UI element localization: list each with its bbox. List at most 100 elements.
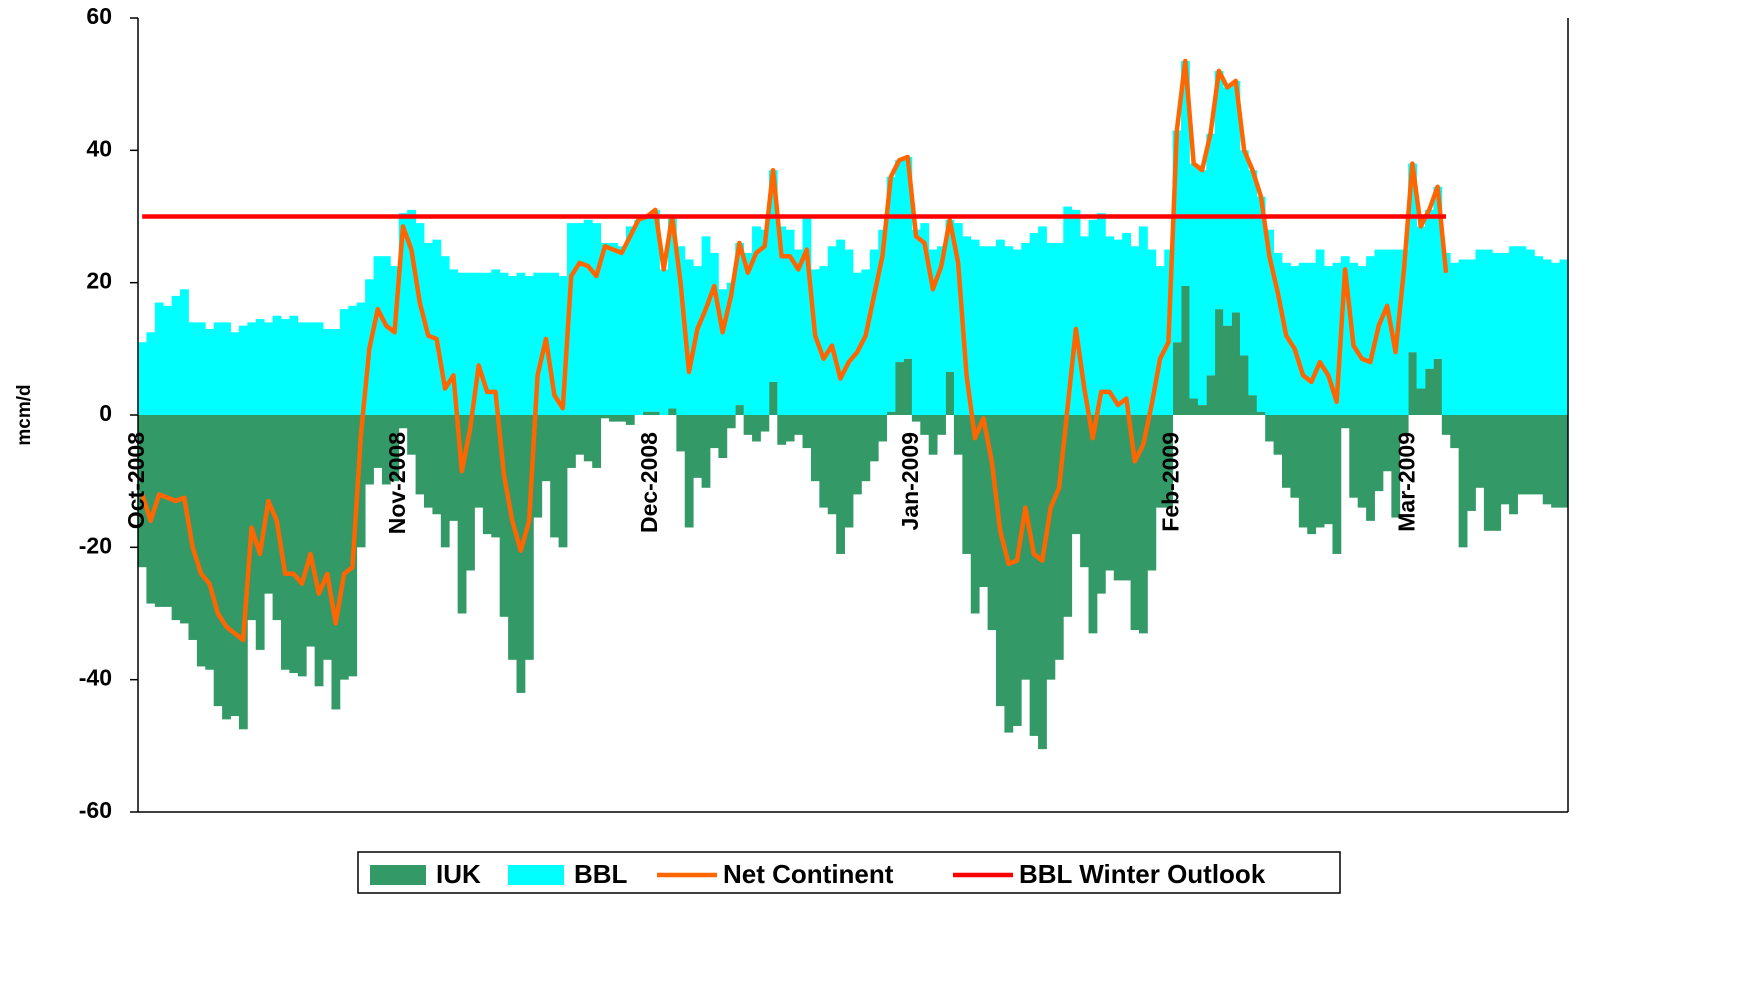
bar — [895, 160, 904, 363]
bar — [1441, 252, 1451, 415]
bar — [878, 415, 888, 442]
bar — [1366, 256, 1375, 415]
bar — [827, 415, 837, 515]
bar — [693, 415, 702, 478]
bar — [1492, 252, 1502, 415]
bar — [794, 415, 803, 435]
lines — [140, 58, 1449, 643]
bar — [381, 256, 391, 415]
bar — [230, 415, 240, 717]
bar — [625, 415, 635, 425]
bar — [1324, 415, 1333, 525]
bar — [1155, 266, 1165, 415]
bar — [1441, 415, 1451, 435]
bar — [1509, 246, 1518, 415]
bar — [1382, 415, 1392, 472]
bar — [247, 322, 257, 415]
bar — [163, 415, 173, 607]
bar — [541, 415, 551, 482]
bar — [264, 322, 273, 415]
bar — [684, 259, 694, 415]
bar — [1265, 415, 1274, 442]
bar — [1315, 415, 1325, 528]
bar — [886, 176, 896, 412]
bar — [836, 415, 845, 554]
bar — [1071, 209, 1081, 415]
bar — [710, 252, 719, 415]
bar — [1172, 130, 1182, 343]
bar — [205, 328, 215, 415]
legend: IUK BBL Net Continent BBL Winter Outlook — [370, 859, 1266, 889]
bar — [844, 415, 854, 528]
bar — [962, 415, 972, 554]
bar — [331, 328, 341, 415]
bar — [1475, 249, 1485, 415]
bar — [903, 358, 913, 415]
bar — [1475, 415, 1485, 488]
bar — [146, 415, 156, 604]
bar — [726, 415, 736, 429]
bar — [701, 415, 711, 488]
bar — [651, 411, 660, 415]
bar — [289, 415, 299, 674]
bar — [138, 342, 147, 415]
bar — [1416, 226, 1426, 389]
bar — [1509, 415, 1518, 515]
bar — [1433, 358, 1443, 415]
bar — [567, 415, 576, 468]
bar — [432, 239, 442, 415]
legend-swatch — [508, 865, 564, 885]
bar — [491, 269, 501, 415]
bar — [1273, 252, 1283, 415]
bar — [281, 319, 290, 415]
bar — [937, 246, 946, 415]
bar — [1223, 325, 1232, 415]
bar — [886, 411, 896, 415]
bar — [987, 415, 997, 631]
bar — [634, 219, 644, 415]
bar — [970, 415, 980, 614]
bar — [306, 415, 316, 647]
bar — [508, 415, 517, 660]
bar — [1525, 249, 1535, 415]
bar — [701, 236, 711, 415]
bar — [676, 246, 686, 415]
bar — [356, 302, 366, 415]
bar — [1366, 415, 1375, 521]
bar — [895, 362, 904, 415]
bar — [1559, 415, 1569, 508]
bar — [407, 209, 416, 415]
bar — [499, 272, 509, 415]
bar — [617, 246, 627, 415]
bar — [735, 242, 745, 406]
bar — [297, 415, 307, 677]
bar — [844, 249, 854, 415]
bar — [180, 415, 189, 624]
bar — [533, 272, 543, 415]
bar — [1315, 249, 1325, 415]
bar — [222, 322, 231, 415]
bar — [1239, 150, 1249, 356]
bar — [1096, 415, 1106, 594]
bar — [1399, 249, 1409, 415]
bar — [676, 415, 686, 452]
bar — [1450, 415, 1460, 449]
bar — [1029, 233, 1039, 415]
bar — [1382, 249, 1392, 415]
bar — [550, 415, 559, 538]
bar — [238, 325, 248, 415]
bar — [651, 209, 660, 412]
bar — [390, 415, 400, 482]
bar — [693, 266, 702, 415]
bar — [1122, 233, 1131, 415]
bar — [398, 213, 408, 415]
bar — [945, 219, 955, 372]
bar — [1046, 415, 1056, 680]
bar — [1239, 355, 1249, 415]
bar — [1332, 415, 1342, 554]
bar — [323, 328, 332, 415]
bar — [1542, 259, 1552, 415]
bar — [802, 216, 812, 415]
bar — [482, 415, 492, 535]
bar — [987, 246, 997, 415]
